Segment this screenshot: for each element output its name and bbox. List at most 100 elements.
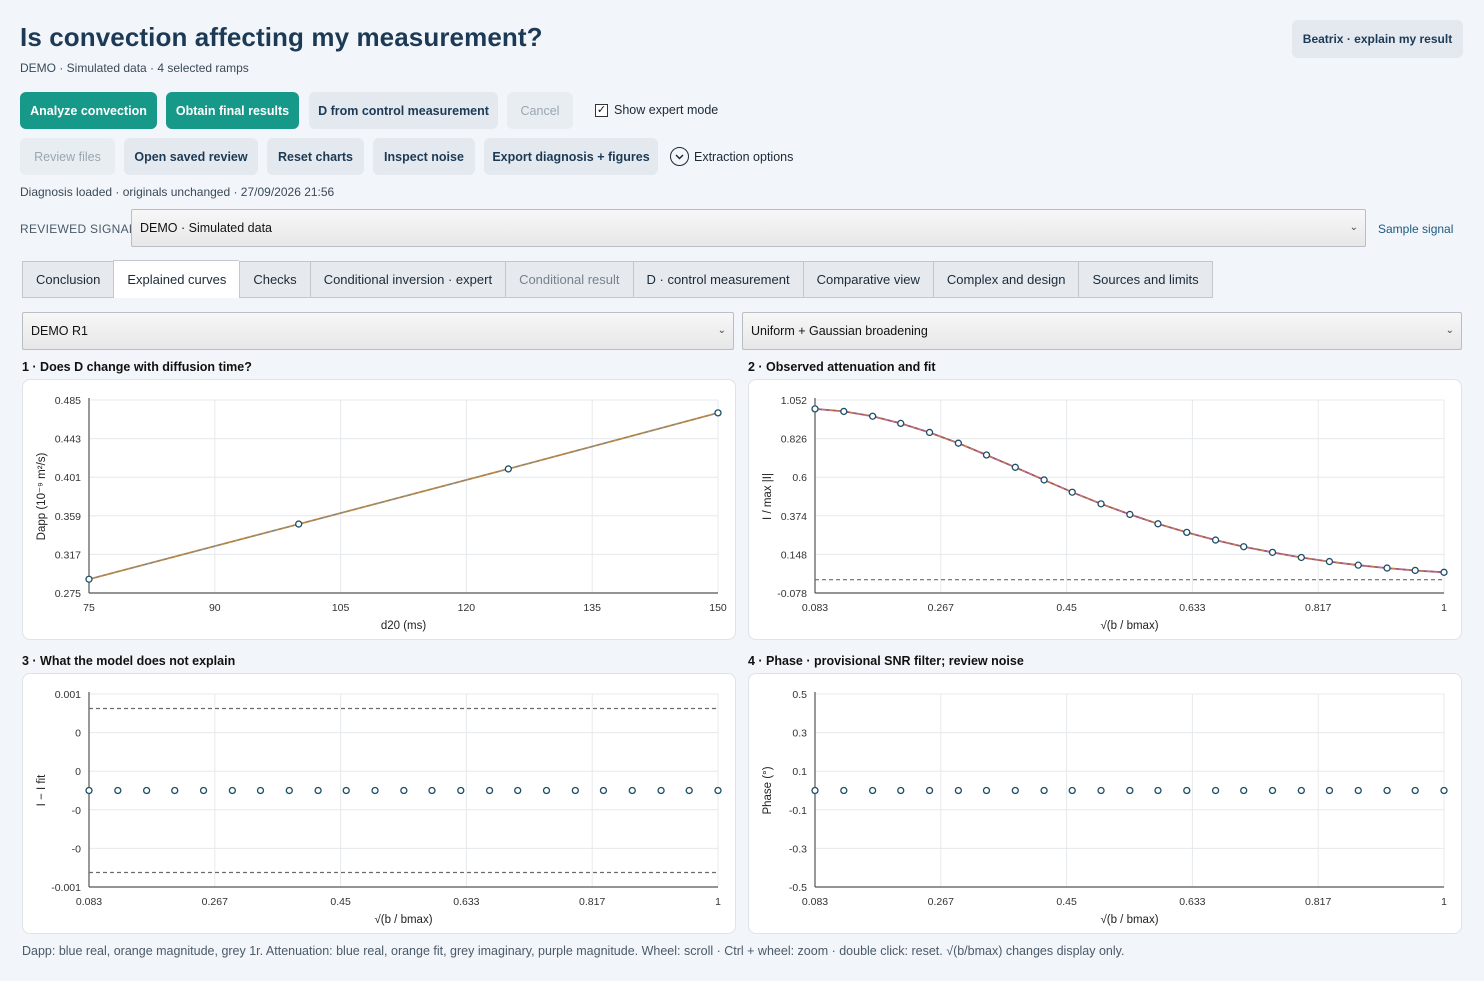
data-point bbox=[171, 786, 179, 795]
x-tick-label: 0.267 bbox=[928, 896, 954, 908]
export-diagnosis-button[interactable]: Export diagnosis + figures bbox=[484, 138, 658, 175]
y-tick-label: 0 bbox=[75, 766, 81, 778]
data-point bbox=[1183, 786, 1191, 795]
data-point bbox=[840, 407, 848, 416]
x-tick-label: 0.817 bbox=[1305, 896, 1331, 908]
x-tick-label: 0.083 bbox=[802, 602, 828, 614]
data-point bbox=[199, 786, 208, 795]
y-tick-label: 0.826 bbox=[781, 434, 807, 446]
expert-mode-label: Show expert mode bbox=[614, 103, 719, 117]
expert-mode-checkbox[interactable]: ✓ bbox=[595, 103, 608, 117]
tab-explained-curves[interactable]: Explained curves bbox=[113, 260, 240, 298]
series-line bbox=[814, 408, 1445, 574]
data-point bbox=[1411, 566, 1419, 575]
data-point bbox=[1268, 548, 1277, 557]
dapp-chart[interactable]: 75 90 105 120 135 150 0.275 0.317 0.359 0.401 0.44… bbox=[23, 380, 737, 641]
x-tick-label: 1 bbox=[1441, 602, 1447, 614]
data-point bbox=[256, 786, 265, 795]
expert-mode-toggle[interactable]: ✓ Show expert mode bbox=[595, 103, 718, 117]
data-point bbox=[142, 786, 151, 795]
y-tick-label: 0.443 bbox=[55, 434, 81, 446]
inspect-noise-button[interactable]: Inspect noise bbox=[373, 138, 475, 175]
data-point bbox=[1440, 568, 1448, 576]
open-saved-review-button[interactable]: Open saved review bbox=[124, 138, 258, 175]
data-point bbox=[295, 520, 303, 528]
model-select[interactable]: Uniform + Gaussian broadening ⌄ bbox=[742, 312, 1462, 350]
y-axis-label: Dapp (10⁻⁹ m²/s) bbox=[36, 452, 48, 540]
review-files-button[interactable]: Review files bbox=[20, 138, 115, 175]
obtain-final-results-button[interactable]: Obtain final results bbox=[166, 92, 299, 129]
x-axis-label: d20 (ms) bbox=[381, 620, 427, 632]
tab-conditional-result[interactable]: Conditional result bbox=[505, 261, 633, 298]
data-point bbox=[342, 786, 350, 795]
model-select-value: Uniform + Gaussian broadening bbox=[751, 324, 928, 338]
data-point bbox=[400, 786, 408, 795]
y-tick-label: -0.3 bbox=[789, 843, 807, 855]
d-control-measurement-button[interactable]: D from control measurement bbox=[309, 92, 498, 129]
reviewed-signal-select[interactable]: DEMO · Simulated data ⌄ bbox=[131, 209, 1366, 247]
data-point bbox=[457, 786, 465, 795]
x-tick-label: 1 bbox=[1441, 896, 1447, 908]
reset-charts-button[interactable]: Reset charts bbox=[267, 138, 364, 175]
data-point bbox=[1040, 476, 1048, 484]
chart2-panel[interactable]: 0.083 0.267 0.45 0.633 0.817 1 -0.078 0.148 0.37… bbox=[748, 379, 1462, 640]
chart1-panel[interactable]: 75 90 105 120 135 150 0.275 0.317 0.359 0.401 0.44… bbox=[22, 379, 736, 640]
y-tick-label: 0.001 bbox=[55, 689, 81, 701]
data-point bbox=[228, 786, 237, 795]
data-point bbox=[925, 428, 934, 437]
x-tick-label: 0.267 bbox=[202, 896, 228, 908]
data-point bbox=[868, 412, 877, 420]
data-point bbox=[714, 409, 722, 417]
ramp-select[interactable]: DEMO R1 ⌄ bbox=[22, 312, 734, 350]
x-tick-label: 0.633 bbox=[453, 896, 479, 908]
tab-bar: Conclusion Explained curves Checks Condi… bbox=[22, 260, 1213, 298]
fit-line bbox=[814, 408, 1445, 573]
data-point bbox=[599, 786, 608, 795]
extraction-options-toggle[interactable]: Extraction options bbox=[670, 147, 793, 166]
data-point bbox=[1325, 557, 1334, 566]
chart4-panel[interactable]: 0.083 0.267 0.45 0.633 0.817 1 -0.5 -0.3 -0.1 0.1… bbox=[748, 673, 1462, 934]
tab-conclusion[interactable]: Conclusion bbox=[22, 261, 114, 298]
data-point bbox=[657, 786, 665, 795]
phase-chart[interactable]: 0.083 0.267 0.45 0.633 0.817 1 -0.5 -0.3 -0.1 0.1… bbox=[749, 674, 1463, 935]
data-point bbox=[1383, 564, 1391, 572]
data-point bbox=[1297, 786, 1305, 795]
attenuation-chart[interactable]: 0.083 0.267 0.45 0.633 0.817 1 -0.078 0.148 0.37… bbox=[749, 380, 1463, 641]
explain-result-button[interactable]: Beatrix · explain my result bbox=[1292, 20, 1463, 58]
x-tick-label: 135 bbox=[583, 602, 601, 614]
data-point bbox=[1211, 786, 1220, 795]
tab-sources-limits[interactable]: Sources and limits bbox=[1078, 261, 1213, 298]
tab-complex-design[interactable]: Complex and design bbox=[932, 261, 1079, 298]
tab-conditional-inversion[interactable]: Conditional inversion · expert bbox=[309, 261, 506, 298]
data-point bbox=[925, 786, 934, 795]
data-point bbox=[571, 786, 579, 795]
data-point bbox=[811, 786, 819, 795]
data-point bbox=[1354, 561, 1362, 569]
data-point bbox=[1154, 520, 1162, 528]
x-tick-label: 0.083 bbox=[76, 896, 102, 908]
data-point bbox=[285, 786, 293, 795]
y-axis-label: I − I fit bbox=[36, 774, 48, 806]
x-tick-label: 0.45 bbox=[330, 896, 351, 908]
data-point bbox=[1354, 786, 1362, 795]
y-tick-label: 0 bbox=[75, 728, 81, 740]
tab-d-control[interactable]: D · control measurement bbox=[632, 261, 803, 298]
sample-signal-link[interactable]: Sample signal bbox=[1378, 222, 1454, 236]
data-point bbox=[1325, 786, 1334, 795]
analyze-convection-button[interactable]: Analyze convection bbox=[20, 92, 157, 129]
residual-chart[interactable]: 0.083 0.267 0.45 0.633 0.817 1 -0.001 -0 -0 0 0 0.0… bbox=[23, 674, 737, 935]
data-point bbox=[1440, 786, 1448, 795]
chart4-title: 4 · Phase · provisional SNR filter; revi… bbox=[748, 654, 1024, 668]
data-point bbox=[811, 405, 819, 413]
x-tick-label: 0.817 bbox=[579, 896, 605, 908]
y-axis-label: I / max |I| bbox=[762, 473, 774, 520]
x-tick-label: 0.45 bbox=[1056, 602, 1077, 614]
tab-comparative-view[interactable]: Comparative view bbox=[802, 261, 933, 298]
ramp-select-value: DEMO R1 bbox=[31, 324, 88, 338]
tab-checks[interactable]: Checks bbox=[239, 261, 310, 298]
data-point bbox=[371, 786, 379, 795]
data-point bbox=[1268, 786, 1277, 795]
cancel-button[interactable]: Cancel bbox=[507, 92, 573, 129]
chart3-panel[interactable]: 0.083 0.267 0.45 0.633 0.817 1 -0.001 -0 -0 0 0 0.0… bbox=[22, 673, 736, 934]
y-tick-label: -0.1 bbox=[789, 805, 807, 817]
